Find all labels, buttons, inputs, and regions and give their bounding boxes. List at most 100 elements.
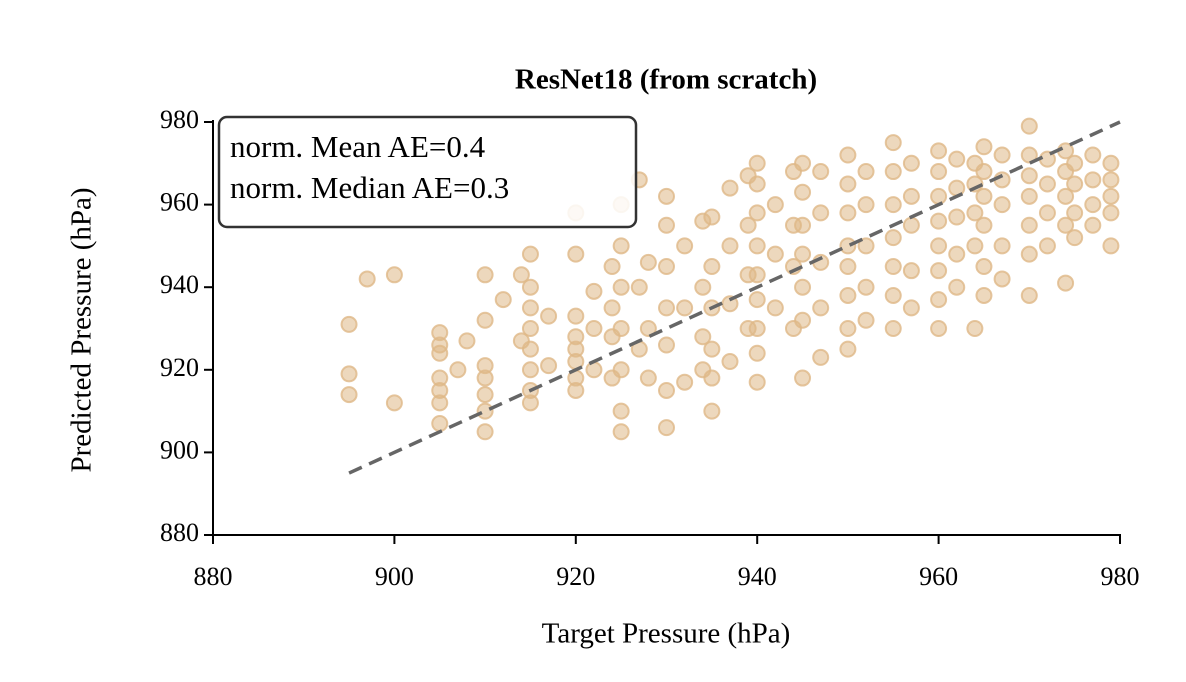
point [975,138,993,156]
point [930,291,948,309]
point [521,340,539,358]
point [585,361,603,379]
point [884,134,902,152]
point [521,394,539,412]
point [993,196,1011,214]
point [658,216,675,234]
point [930,142,948,160]
point [902,154,920,172]
point [975,286,993,304]
point [694,278,712,296]
point [431,344,449,362]
point [567,381,585,399]
point [902,187,920,205]
point [567,245,585,263]
point [431,414,449,432]
stats-text: norm. Median AE=0.3 [230,170,509,205]
point [658,419,675,437]
point [966,237,984,255]
point [540,307,558,325]
point [567,307,585,325]
point [766,299,784,317]
point [839,175,857,193]
point [612,423,630,441]
point [476,386,494,404]
point [1102,204,1120,222]
point [1038,204,1056,222]
point [884,229,902,247]
point [639,369,657,387]
point [512,266,530,284]
point [1102,187,1120,205]
point [1038,175,1056,193]
point [794,154,812,172]
point [794,311,812,329]
point [993,237,1011,255]
point [703,340,721,358]
point [612,402,630,420]
reference-line [348,120,1121,475]
point [930,212,948,230]
point [975,163,993,181]
point [748,344,766,362]
point [966,320,984,337]
point [839,340,857,358]
point [639,320,657,337]
point [703,402,721,420]
point [1020,187,1038,205]
point [857,196,875,214]
point [340,365,358,383]
point [676,237,694,255]
point [748,291,766,309]
point [948,208,966,226]
y-tick-label: 900 [160,435,199,464]
point [703,369,721,387]
x-tick-label: 920 [556,562,595,591]
point [812,204,830,222]
y-tick-label: 960 [160,188,199,217]
point [766,245,784,263]
point [748,175,766,193]
stats-text: norm. Mean AE=0.4 [230,129,486,164]
point [1020,245,1038,263]
point [340,315,358,333]
point [1020,286,1038,304]
point [658,299,675,317]
point [1102,171,1120,189]
x-tick-label: 960 [919,562,958,591]
point [676,373,694,391]
point [930,187,948,205]
point [1084,146,1102,164]
point [739,216,757,234]
point [521,320,539,337]
point [1057,216,1075,234]
point [658,336,675,354]
point [1084,216,1102,234]
point [902,262,920,280]
point [1066,154,1084,172]
point [993,146,1011,164]
point [1102,154,1120,172]
point [703,258,721,276]
point [948,150,966,168]
y-tick-label: 940 [160,270,199,299]
point [521,361,539,379]
y-tick-label: 980 [160,105,199,134]
point [612,361,630,379]
x-tick-label: 940 [738,562,777,591]
point [930,262,948,280]
point [884,258,902,276]
point [748,373,766,391]
point [884,320,902,337]
point [358,270,376,288]
point [1066,175,1084,193]
point [658,381,675,399]
y-tick-label: 880 [160,518,199,547]
point [1102,237,1120,255]
point [721,237,739,255]
point [794,245,812,263]
point [948,245,966,263]
point [857,278,875,296]
y-tick-label: 920 [160,353,199,382]
point [794,183,812,201]
